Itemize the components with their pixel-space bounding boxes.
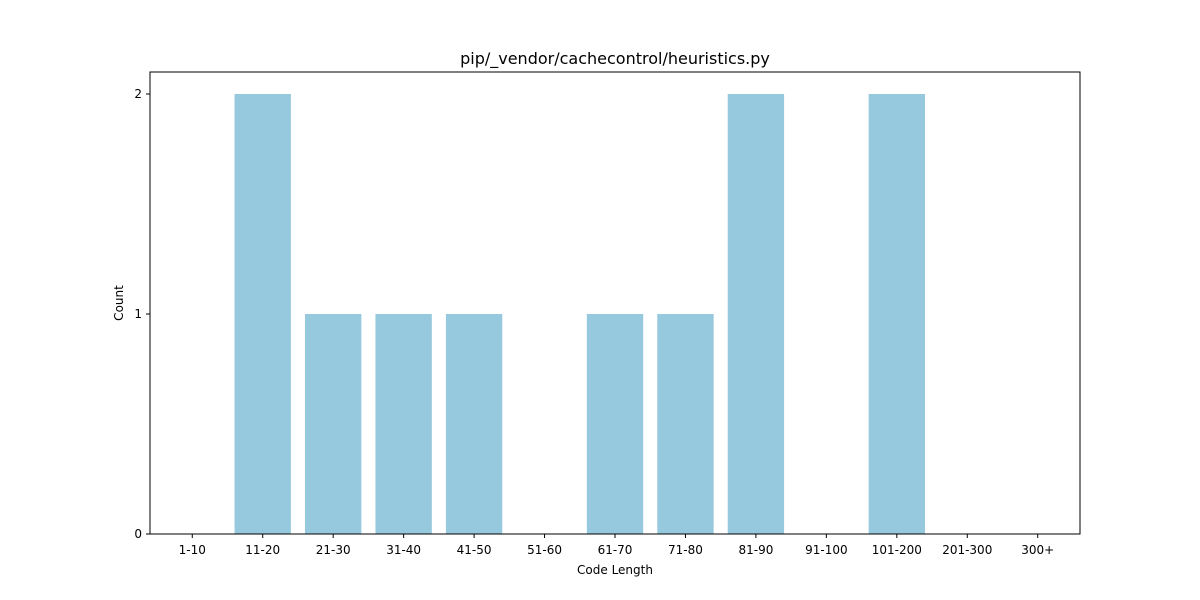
chart-title: pip/_vendor/cachecontrol/heuristics.py	[460, 49, 770, 69]
x-tick-label: 91-100	[805, 543, 848, 557]
x-tick-label: 71-80	[668, 543, 703, 557]
x-axis: 1-10 11-20 21-30 31-40 41-50 51-60 61-70 71-80 8…	[179, 534, 1054, 557]
x-tick-label: 101-200	[872, 543, 922, 557]
y-tick-label: 0	[134, 527, 142, 541]
x-tick-label: 1-10	[179, 543, 206, 557]
x-tick-label: 31-40	[386, 543, 421, 557]
bars-layer	[234, 94, 925, 534]
bar-11-20	[234, 94, 291, 534]
y-axis-label: Count	[112, 285, 126, 321]
x-tick-label: 61-70	[598, 543, 633, 557]
x-tick-label: 81-90	[738, 543, 773, 557]
x-tick-label: 21-30	[316, 543, 351, 557]
bar-31-40	[375, 314, 432, 534]
x-tick-label: 201-300	[942, 543, 992, 557]
bar-101-200	[868, 94, 925, 534]
x-tick-label: 51-60	[527, 543, 562, 557]
x-tick-label: 11-20	[245, 543, 280, 557]
y-axis: 0 1 2	[134, 87, 150, 541]
bar-21-30	[305, 314, 362, 534]
bar-71-80	[657, 314, 714, 534]
x-tick-label: 300+	[1021, 543, 1054, 557]
bar-41-50	[445, 314, 503, 534]
bar-81-90	[727, 94, 785, 534]
x-axis-label: Code Length	[577, 563, 653, 577]
x-tick-label: 41-50	[457, 543, 492, 557]
y-tick-label: 1	[134, 307, 142, 321]
bar-61-70	[586, 314, 644, 534]
y-tick-label: 2	[134, 87, 142, 101]
